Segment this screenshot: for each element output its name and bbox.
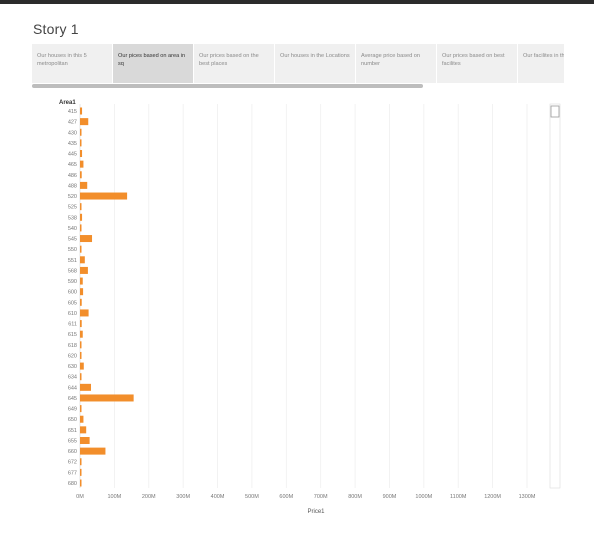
bar[interactable] [80, 299, 82, 306]
x-tick-label: 1300M [519, 494, 536, 500]
bar[interactable] [80, 416, 83, 423]
bar[interactable] [80, 108, 82, 115]
y-tick-label: 605 [68, 300, 77, 306]
bar[interactable] [80, 182, 87, 189]
x-tick-label: 1200M [484, 494, 501, 500]
y-tick-label: 550 [68, 247, 77, 253]
y-tick-label: 649 [68, 407, 77, 413]
y-tick-label: 630 [68, 364, 77, 370]
y-tick-label: 435 [68, 141, 77, 147]
y-tick-label: 445 [68, 152, 77, 158]
bar[interactable] [80, 373, 82, 380]
bar[interactable] [80, 363, 84, 370]
bar[interactable] [80, 246, 82, 253]
y-tick-label: 611 [68, 322, 77, 328]
bar[interactable] [80, 331, 83, 338]
x-tick-label: 900M [383, 494, 397, 500]
y-tick-label: 672 [68, 460, 77, 466]
y-tick-label: 634 [68, 375, 77, 381]
y-tick-label: 645 [68, 396, 77, 402]
vertical-scrollbar-track[interactable] [550, 104, 560, 488]
y-tick-label: 568 [68, 268, 77, 274]
y-tick-label: 430 [68, 130, 77, 136]
y-tick-label: 486 [68, 173, 77, 179]
bar[interactable] [80, 203, 82, 210]
x-tick-label: 600M [279, 494, 293, 500]
y-tick-label: 618 [68, 343, 77, 349]
y-tick-label: 540 [68, 226, 77, 232]
y-tick-label: 651 [68, 428, 77, 434]
x-tick-label: 700M [314, 494, 328, 500]
bar[interactable] [80, 139, 82, 146]
y-tick-label: 427 [68, 120, 77, 126]
bar[interactable] [80, 288, 83, 295]
y-axis-ticks: 415 427 430 435 445 465 486 488 520 525 538 540 545 5… [68, 109, 77, 487]
y-tick-label: 488 [68, 183, 77, 189]
x-tick-label: 500M [245, 494, 259, 500]
y-tick-label: 525 [68, 205, 77, 211]
y-axis-title: Area1 [59, 100, 76, 106]
y-tick-label: 600 [68, 290, 77, 296]
x-tick-label: 1000M [415, 494, 432, 500]
bar[interactable] [80, 384, 91, 391]
bar[interactable] [80, 309, 89, 316]
x-tick-label: 400M [211, 494, 225, 500]
bar[interactable] [80, 161, 83, 168]
bar[interactable] [80, 118, 88, 125]
bar[interactable] [80, 256, 85, 263]
bar[interactable] [80, 437, 90, 444]
y-tick-label: 415 [68, 109, 77, 115]
x-tick-label: 200M [142, 494, 156, 500]
bar[interactable] [80, 129, 82, 136]
y-tick-label: 620 [68, 353, 77, 359]
bar[interactable] [80, 267, 88, 274]
y-tick-label: 660 [68, 449, 77, 455]
grid [80, 104, 527, 488]
bar[interactable] [80, 193, 127, 200]
bar[interactable] [80, 278, 83, 285]
y-tick-label: 655 [68, 438, 77, 444]
y-tick-label: 610 [68, 311, 77, 317]
x-tick-label: 100M [108, 494, 122, 500]
bar[interactable] [80, 224, 82, 231]
bar[interactable] [80, 426, 86, 433]
bar[interactable] [80, 352, 82, 359]
y-tick-label: 538 [68, 215, 77, 221]
x-tick-label: 1100M [450, 494, 467, 500]
y-tick-label: 520 [68, 194, 77, 200]
vertical-scrollbar-thumb[interactable] [551, 106, 559, 117]
y-tick-label: 650 [68, 417, 77, 423]
bar[interactable] [80, 341, 82, 348]
y-tick-label: 465 [68, 162, 77, 168]
x-axis-ticks: 0M 100M 200M 300M 400M 500M 600M 700M 800M 900M 10… [76, 494, 536, 500]
y-tick-label: 644 [68, 385, 77, 391]
x-tick-label: 800M [348, 494, 362, 500]
x-tick-label: 0M [76, 494, 84, 500]
y-tick-label: 615 [68, 332, 77, 338]
y-tick-label: 551 [68, 258, 77, 264]
y-tick-label: 677 [68, 470, 77, 476]
bar[interactable] [80, 394, 134, 401]
bar[interactable] [80, 320, 82, 327]
bar[interactable] [80, 480, 82, 487]
bar[interactable] [80, 458, 82, 465]
x-tick-label: 300M [176, 494, 190, 500]
bar[interactable] [80, 214, 82, 221]
bar[interactable] [80, 405, 82, 412]
y-tick-label: 590 [68, 279, 77, 285]
bar[interactable] [80, 235, 92, 242]
bars [80, 108, 134, 487]
bar[interactable] [80, 150, 82, 157]
bar[interactable] [80, 448, 105, 455]
bar[interactable] [80, 171, 82, 178]
y-tick-label: 680 [68, 481, 77, 487]
bar[interactable] [80, 469, 82, 476]
x-axis-title: Price1 [307, 509, 325, 515]
y-tick-label: 545 [68, 237, 77, 243]
